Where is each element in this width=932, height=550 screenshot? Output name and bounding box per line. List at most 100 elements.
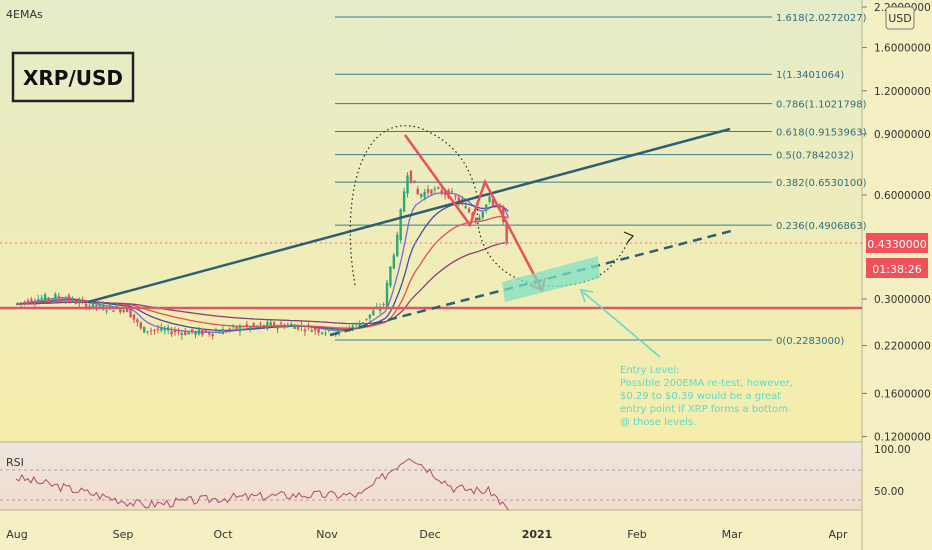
candle-body[interactable]	[266, 322, 269, 327]
candle-body[interactable]	[457, 197, 461, 204]
candle-body[interactable]	[269, 322, 272, 326]
candle-body[interactable]	[413, 180, 416, 184]
candle-body[interactable]	[33, 302, 37, 304]
candle-body[interactable]	[143, 326, 146, 333]
time-axis[interactable]	[0, 510, 862, 550]
candle-body[interactable]	[303, 329, 307, 332]
candle-body[interactable]	[430, 189, 433, 194]
currency-button-label[interactable]: USD	[888, 12, 912, 25]
candle-body[interactable]	[419, 193, 423, 197]
candle-body[interactable]	[190, 329, 194, 333]
candle-body[interactable]	[320, 332, 324, 334]
candle-body[interactable]	[125, 306, 129, 313]
candle-body[interactable]	[207, 332, 211, 335]
candle-body[interactable]	[95, 305, 98, 307]
candle-body[interactable]	[365, 318, 368, 320]
candle-body[interactable]	[279, 322, 283, 325]
candle-body[interactable]	[372, 310, 375, 316]
candle-body[interactable]	[67, 295, 71, 302]
candle-body[interactable]	[440, 190, 443, 194]
candle-body[interactable]	[396, 234, 399, 256]
candle-body[interactable]	[225, 330, 228, 332]
candle-body[interactable]	[406, 175, 409, 194]
candle-body[interactable]	[341, 328, 344, 330]
candle-body[interactable]	[214, 331, 218, 333]
candle-body[interactable]	[478, 217, 481, 221]
candle-body[interactable]	[204, 329, 207, 333]
candle-body[interactable]	[498, 204, 502, 207]
candle-body[interactable]	[64, 299, 67, 302]
candle-body[interactable]	[231, 325, 235, 327]
candle-body[interactable]	[91, 302, 95, 307]
candle-body[interactable]	[255, 325, 259, 327]
candle-body[interactable]	[262, 325, 266, 327]
candle-body[interactable]	[166, 327, 170, 331]
candle-body[interactable]	[160, 327, 163, 331]
candle-body[interactable]	[245, 324, 249, 327]
candle-body[interactable]	[201, 330, 204, 335]
candle-body[interactable]	[416, 188, 419, 195]
candle-body[interactable]	[242, 328, 245, 330]
candle-body[interactable]	[40, 297, 43, 300]
candle-body[interactable]	[122, 310, 125, 313]
candle-body[interactable]	[218, 332, 221, 334]
price-pane[interactable]	[0, 0, 862, 442]
candle-body[interactable]	[382, 303, 385, 305]
candle-body[interactable]	[426, 189, 430, 193]
candle-body[interactable]	[146, 331, 149, 333]
candle-body[interactable]	[385, 282, 389, 307]
candle-body[interactable]	[57, 296, 60, 298]
candle-body[interactable]	[221, 329, 225, 335]
candle-body[interactable]	[505, 224, 508, 243]
candle-body[interactable]	[156, 328, 160, 331]
candle-body[interactable]	[337, 328, 341, 334]
candle-body[interactable]	[464, 206, 467, 209]
rsi-line[interactable]	[15, 458, 509, 511]
rsi-label[interactable]: RSI	[6, 456, 24, 469]
candle-body[interactable]	[293, 325, 296, 329]
candle-body[interactable]	[136, 319, 139, 323]
ema-long-line[interactable]	[16, 242, 509, 325]
candle-body[interactable]	[283, 325, 286, 328]
candle-body[interactable]	[402, 191, 406, 212]
dashed-trendline[interactable]	[329, 228, 736, 337]
ema-fast-line[interactable]	[15, 192, 509, 334]
candle-body[interactable]	[37, 299, 40, 302]
candle-body[interactable]	[361, 322, 365, 325]
candle-body[interactable]	[43, 294, 47, 301]
candle-body[interactable]	[259, 323, 262, 325]
candle-body[interactable]	[26, 300, 30, 304]
candle-body[interactable]	[149, 330, 153, 332]
candle-body[interactable]	[474, 218, 478, 222]
candle-body[interactable]	[47, 297, 50, 299]
candle-body[interactable]	[153, 329, 156, 331]
candle-body[interactable]	[423, 191, 426, 198]
candle-body[interactable]	[129, 308, 132, 318]
candle-body[interactable]	[355, 323, 358, 325]
candle-body[interactable]	[78, 300, 81, 304]
candle-body[interactable]	[409, 170, 413, 183]
candle-body[interactable]	[84, 303, 88, 309]
candle-body[interactable]	[197, 329, 201, 334]
candle-body[interactable]	[163, 329, 166, 331]
candle-body[interactable]	[170, 331, 173, 335]
candle-body[interactable]	[249, 326, 252, 329]
candle-body[interactable]	[437, 187, 440, 189]
candle-body[interactable]	[310, 330, 313, 332]
candle-body[interactable]	[443, 193, 447, 196]
candle-body[interactable]	[433, 188, 437, 190]
candle-body[interactable]	[71, 298, 74, 301]
candle-body[interactable]	[81, 299, 84, 302]
candle-body[interactable]	[296, 324, 300, 330]
candle-body[interactable]	[19, 302, 23, 304]
candle-body[interactable]	[74, 302, 78, 304]
candle-body[interactable]	[139, 322, 143, 329]
candle-body[interactable]	[98, 303, 101, 307]
candle-body[interactable]	[211, 333, 214, 337]
ascending-trendline[interactable]	[87, 127, 731, 304]
candle-body[interactable]	[481, 211, 484, 218]
entry-zone-box[interactable]	[502, 256, 600, 302]
candle-body[interactable]	[290, 323, 293, 325]
candle-body[interactable]	[54, 294, 57, 300]
